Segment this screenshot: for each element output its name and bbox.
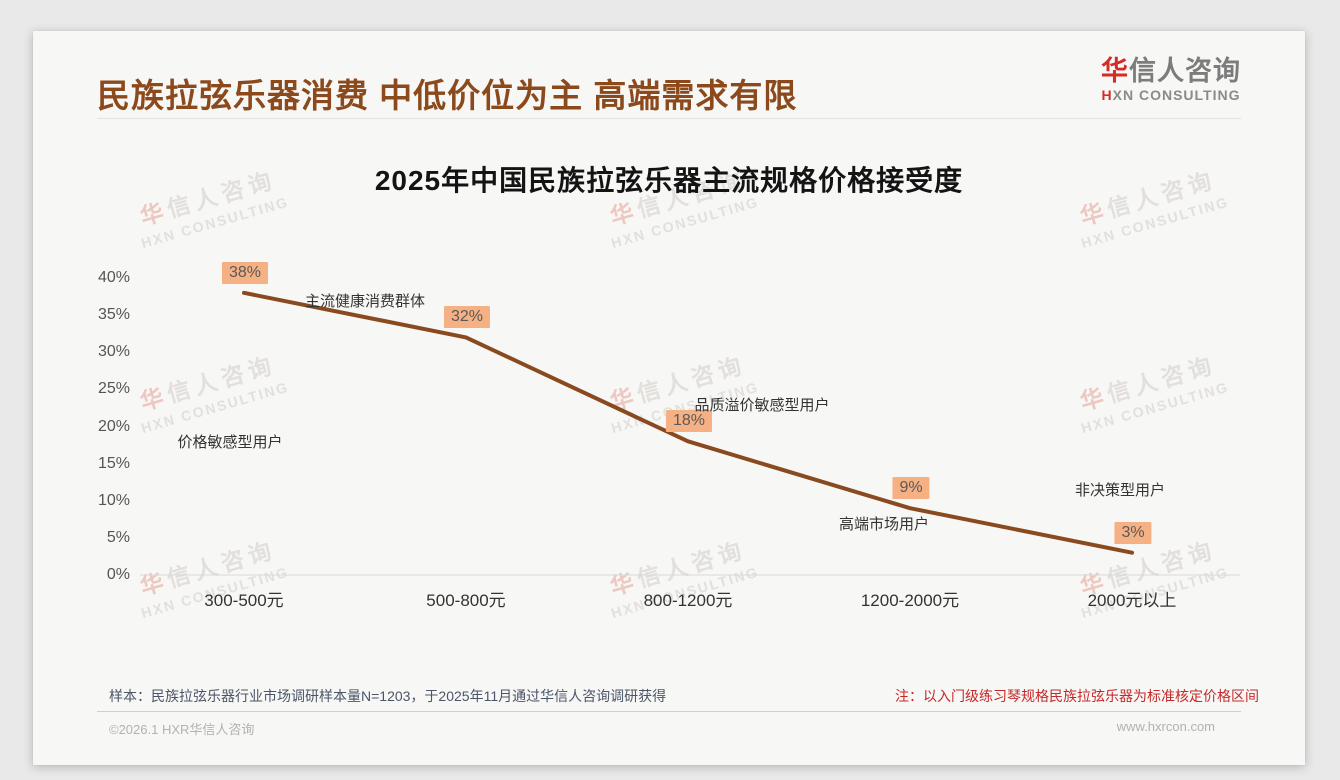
- slide: 华信人咨询 HXN CONSULTING 华信人咨询 HXN CONSULTING 华信…: [33, 31, 1305, 765]
- logo-cn-accent: 华: [1101, 56, 1129, 86]
- x-axis-category-label: 1200-2000元: [860, 591, 960, 610]
- footer-divider: [97, 711, 1241, 712]
- copyright-text: ©2026.1 HXR华信人咨询: [109, 722, 255, 737]
- header-divider: [97, 118, 1241, 119]
- website-url: www.hxrcon.com: [1116, 719, 1215, 734]
- x-axis-category-label: 500-800元: [426, 591, 506, 610]
- x-axis-category-label: 2000元以上: [1087, 591, 1177, 610]
- y-axis-tick-label: 15%: [97, 454, 130, 472]
- segment-annotation: 主流健康消费群体: [304, 293, 425, 310]
- data-point-label: 9%: [892, 477, 930, 500]
- y-axis-tick-label: 25%: [97, 380, 130, 398]
- segment-annotation: 高端市场用户: [838, 516, 929, 533]
- y-axis-tick-label: 10%: [97, 491, 130, 509]
- y-axis-tick-label: 40%: [97, 269, 130, 286]
- segment-annotation: 价格敏感型用户: [177, 434, 283, 451]
- company-logo: 华信人咨询 HXN CONSULTING: [1101, 56, 1241, 103]
- y-axis-tick-label: 5%: [106, 528, 130, 546]
- page-title: 民族拉弦乐器消费 中低价位为主 高端需求有限: [97, 77, 798, 114]
- logo-chinese-text: 华信人咨询: [1101, 56, 1241, 87]
- segment-annotation: 品质溢价敏感型用户: [694, 397, 830, 414]
- chart-title: 2025年中国民族拉弦乐器主流规格价格接受度: [374, 165, 964, 196]
- y-axis-tick-label: 30%: [97, 343, 130, 361]
- data-point-label: 32%: [443, 306, 491, 329]
- x-axis-category-label: 800-1200元: [643, 591, 733, 610]
- x-axis-category-label: 300-500元: [204, 591, 284, 610]
- logo-english-text: HXN CONSULTING: [1101, 86, 1241, 103]
- data-point-label: 38%: [221, 261, 269, 284]
- y-axis-tick-label: 35%: [97, 306, 130, 324]
- logo-en-rest: XN CONSULTING: [1112, 86, 1241, 103]
- data-point-label: 18%: [665, 410, 713, 433]
- data-point-label: 3%: [1114, 521, 1152, 544]
- segment-annotation: 非决策型用户: [1074, 482, 1165, 499]
- price-definition-note: 注：以入门级练习琴规格民族拉弦乐器为标准核定价格区间: [895, 688, 1259, 704]
- acceptance-line-series: [242, 290, 1134, 555]
- y-axis-tick-label: 20%: [97, 417, 130, 435]
- y-axis-tick-label: 0%: [106, 566, 130, 583]
- sample-note: 样本：民族拉弦乐器行业市场调研样本量N=1203，于2025年11月通过华信人咨…: [109, 688, 667, 704]
- logo-en-accent: H: [1101, 86, 1113, 103]
- logo-cn-rest: 信人咨询: [1129, 56, 1241, 86]
- line-chart-canvas: [140, 290, 1240, 576]
